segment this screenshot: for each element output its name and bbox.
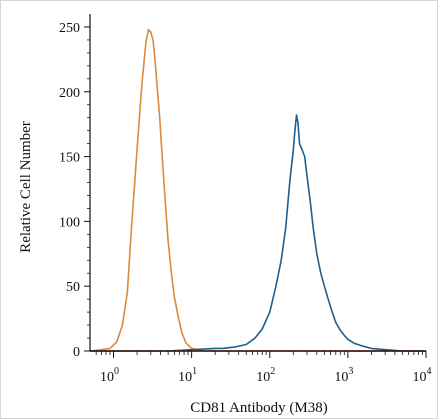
ticks: 0 50 100 150 200 250 100 101 102 103 104 bbox=[59, 21, 432, 385]
x-tick-label: 104 bbox=[413, 366, 432, 385]
x-axis-title: CD81 Antibody (M38) bbox=[190, 400, 328, 416]
series-line-2 bbox=[90, 114, 426, 352]
plot-lines bbox=[89, 28, 426, 352]
y-tick-label: 50 bbox=[66, 280, 80, 295]
y-tick-label: 0 bbox=[73, 345, 80, 360]
x-tick-label: 101 bbox=[178, 366, 197, 385]
y-tick-label: 150 bbox=[59, 151, 80, 166]
y-tick-label: 100 bbox=[59, 215, 80, 230]
x-tick-label: 102 bbox=[256, 366, 275, 385]
x-tick-label: 103 bbox=[334, 366, 353, 385]
y-tick-label: 200 bbox=[59, 86, 80, 101]
x-tick-label: 100 bbox=[100, 366, 119, 385]
series-line-1 bbox=[89, 28, 426, 352]
y-axis-title: Relative Cell Number bbox=[18, 121, 34, 253]
axes bbox=[89, 14, 426, 352]
y-tick-label: 250 bbox=[59, 21, 80, 36]
